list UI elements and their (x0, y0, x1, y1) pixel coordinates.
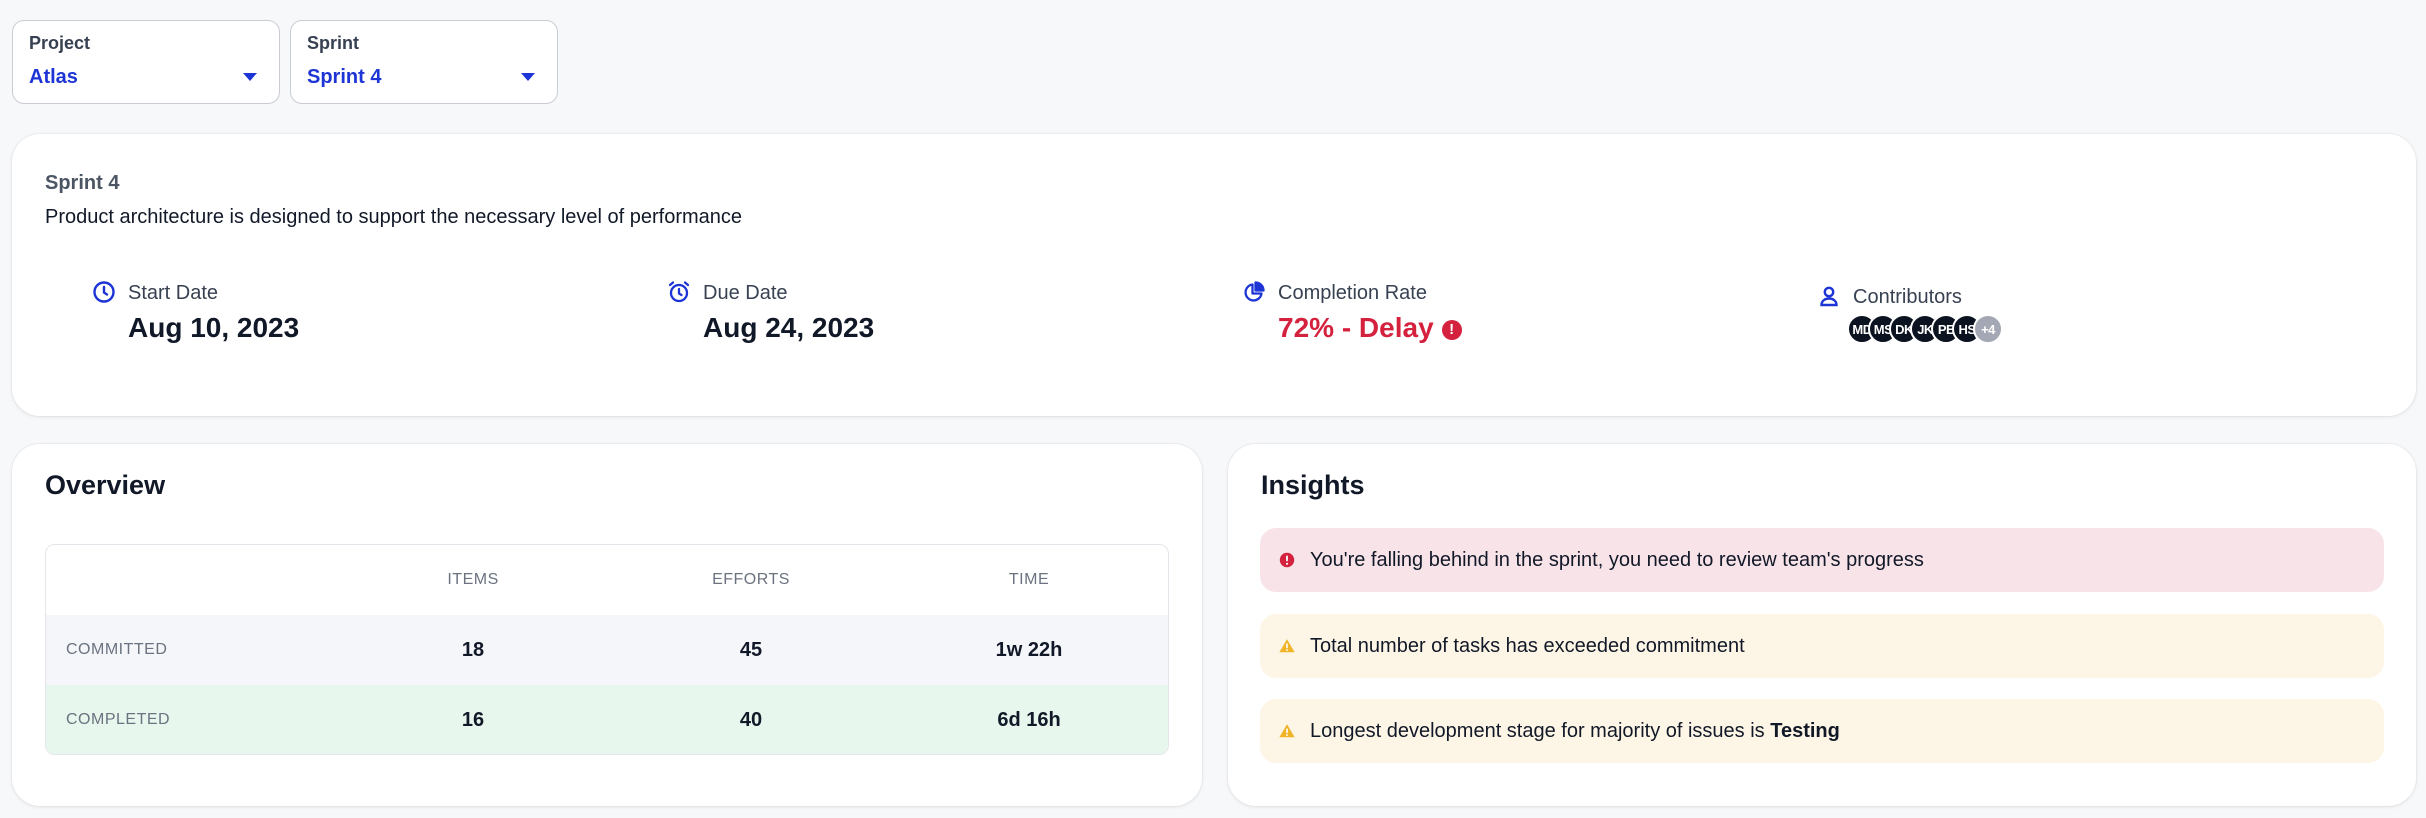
pie-chart-icon (1244, 281, 1265, 302)
insights-card: Insights You're falling behind in the sp… (1228, 444, 2416, 806)
column-header-time: TIME (1008, 571, 1050, 588)
user-icon (1820, 286, 1838, 307)
more-contributors-badge[interactable]: +4 (1973, 314, 2003, 344)
sprint-select-value: Sprint 4 (307, 66, 382, 88)
insight-text: Total number of tasks has exceeded commi… (1310, 634, 1745, 657)
insight-item-behind[interactable]: You're falling behind in the sprint, you… (1260, 528, 2384, 592)
insight-text-main: Longest development stage for majority o… (1310, 719, 1771, 742)
column-header-items: ITEMS (447, 571, 499, 588)
row-label-committed: COMMITTED (66, 641, 168, 658)
committed-efforts: 45 (739, 638, 763, 661)
caret-down-icon (243, 73, 257, 81)
committed-time: 1w 22h (995, 638, 1063, 661)
clock-icon (93, 281, 115, 303)
project-select-label: Project (29, 33, 91, 53)
project-select-value: Atlas (29, 66, 78, 88)
start-date-value: Aug 10, 2023 (128, 312, 300, 343)
completed-efforts: 40 (739, 708, 763, 731)
table-header-row: ITEMS EFFORTS TIME (46, 545, 1168, 615)
column-header-efforts: EFFORTS (712, 571, 790, 588)
completed-items: 16 (461, 708, 485, 731)
avatar[interactable]: HS (1952, 314, 1982, 344)
error-circle-icon (1279, 552, 1295, 568)
alert-circle-icon: ! (1441, 320, 1462, 340)
due-date-label: Due Date (703, 282, 788, 304)
alarm-clock-icon (668, 281, 690, 303)
committed-items: 18 (461, 638, 485, 661)
table-row: COMPLETED 16 40 6d 16h (46, 685, 1168, 754)
insight-emphasis: Testing (1770, 719, 1840, 742)
start-date-label: Start Date (128, 282, 219, 304)
overview-table: ITEMS EFFORTS TIME COMMITTED 18 45 1w 22… (45, 544, 1169, 755)
completion-rate-text: 72% - Delay (1278, 312, 1434, 343)
overview-title: Overview (45, 470, 166, 500)
insight-text: You're falling behind in the sprint, you… (1310, 548, 1924, 571)
insight-text: Longest development stage for majority o… (1310, 720, 1840, 743)
contributors-label: Contributors (1853, 286, 1962, 308)
sprint-description: Product architecture is designed to supp… (45, 206, 743, 228)
due-date-value: Aug 24, 2023 (703, 312, 875, 343)
table-row: COMMITTED 18 45 1w 22h (46, 615, 1168, 685)
row-label-completed: COMPLETED (66, 711, 171, 728)
insights-title: Insights (1261, 470, 1365, 500)
completion-rate-value: 72% - Delay! (1278, 312, 1462, 344)
avatar-group[interactable]: MD MS DK JK PE HS +4 (1847, 314, 2003, 344)
insight-item-tasks-exceeded[interactable]: Total number of tasks has exceeded commi… (1260, 614, 2384, 678)
overview-card: Overview ITEMS EFFORTS TIME COMMITTED 18… (12, 444, 1202, 806)
project-select[interactable]: Project Atlas (12, 20, 280, 104)
sprint-select[interactable]: Sprint Sprint 4 (290, 20, 558, 104)
caret-down-icon (521, 73, 535, 81)
warning-triangle-icon (1279, 639, 1295, 653)
sprint-name: Sprint 4 (45, 172, 120, 194)
completion-rate-label: Completion Rate (1278, 282, 1427, 304)
completed-time: 6d 16h (997, 708, 1061, 731)
sprint-select-label: Sprint (307, 33, 359, 53)
insight-item-longest-stage[interactable]: Longest development stage for majority o… (1260, 699, 2384, 763)
warning-triangle-icon (1279, 724, 1295, 738)
sprint-summary-card: Sprint 4 Product architecture is designe… (12, 134, 2416, 416)
